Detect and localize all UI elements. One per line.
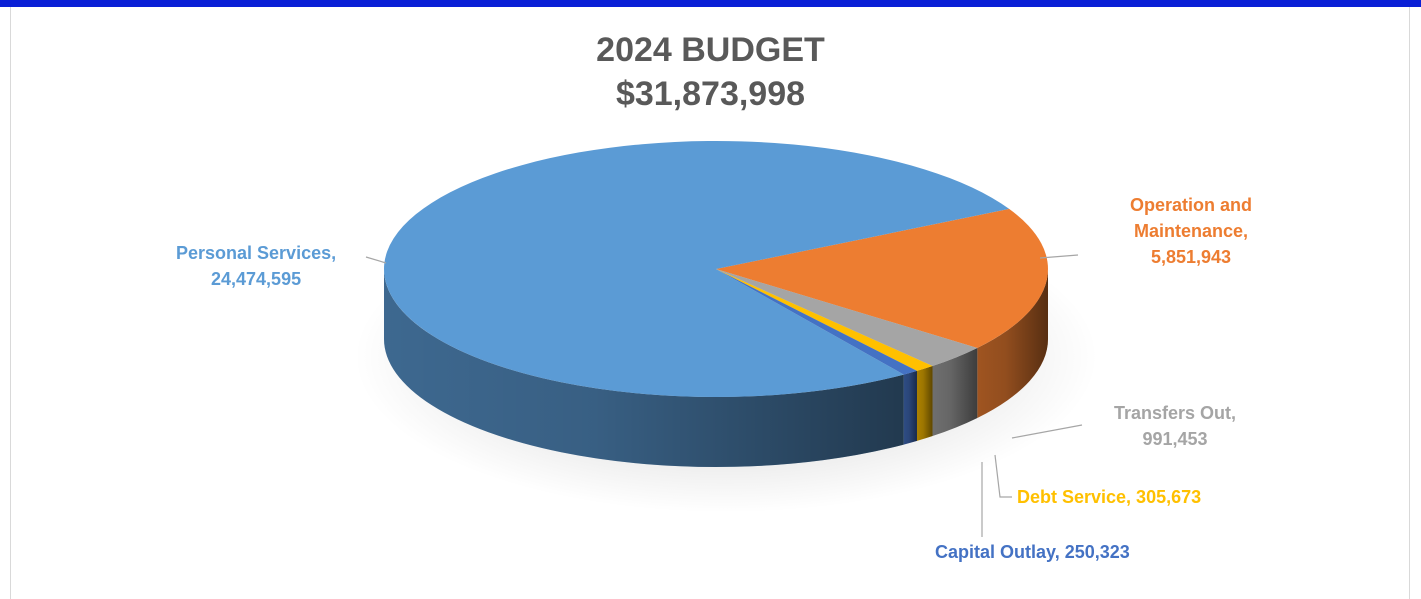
slice-personal-services-side-shade — [384, 269, 904, 467]
label-capital-outlay: Capital Outlay, 250,323 — [935, 539, 1130, 565]
label-personal-services: Personal Services, 24,474,595 — [176, 240, 336, 292]
top-accent-bar — [0, 0, 1421, 7]
slice-transfers-out-side-shade — [932, 347, 978, 437]
slice-debt-service — [716, 269, 933, 371]
label-capital-outlay-text: Capital Outlay, 250,323 — [935, 542, 1130, 562]
chart-frame — [10, 7, 1410, 599]
label-operation-maintenance-name1: Operation and — [1129, 195, 1252, 215]
slice-operation-maintenance-side-shade — [977, 269, 1048, 418]
label-debt-service: Debt Service, 305,673 — [1017, 484, 1201, 510]
slice-capital-outlay — [716, 269, 917, 375]
slice-operation-maintenance — [716, 208, 1048, 348]
slice-debt-service-side-shade — [916, 366, 933, 441]
label-operation-maintenance: Operation and Maintenance, 5,851,943 — [1098, 192, 1284, 270]
label-debt-service-text: Debt Service, 305,673 — [1017, 487, 1202, 507]
label-transfers-out-name: Transfers Out, — [1113, 403, 1237, 423]
chart-title-line2: $31,873,998 — [615, 75, 806, 113]
chart-title-line1: 2024 BUDGET — [596, 31, 825, 69]
slice-transfers-out — [716, 269, 978, 367]
label-personal-services-name: Personal Services, — [176, 243, 337, 263]
label-operation-maintenance-name2: Maintenance, — [1133, 221, 1249, 241]
leader-debt-service — [994, 454, 1012, 498]
leader-operation-maintenance — [1039, 254, 1079, 259]
chart-title: 2024 BUDGET $31,873,998 — [0, 28, 1421, 116]
label-transfers-out-value: 991,453 — [1142, 429, 1208, 449]
slice-personal-services — [384, 141, 1010, 397]
leader-transfers-out — [1011, 424, 1083, 439]
leader-personal-services — [365, 256, 387, 264]
label-operation-maintenance-value: 5,851,943 — [1150, 247, 1232, 267]
slice-capital-outlay-side-shade — [903, 370, 917, 445]
label-transfers-out: Transfers Out, 991,453 — [1090, 400, 1260, 452]
label-personal-services-value: 24,474,595 — [211, 269, 302, 289]
